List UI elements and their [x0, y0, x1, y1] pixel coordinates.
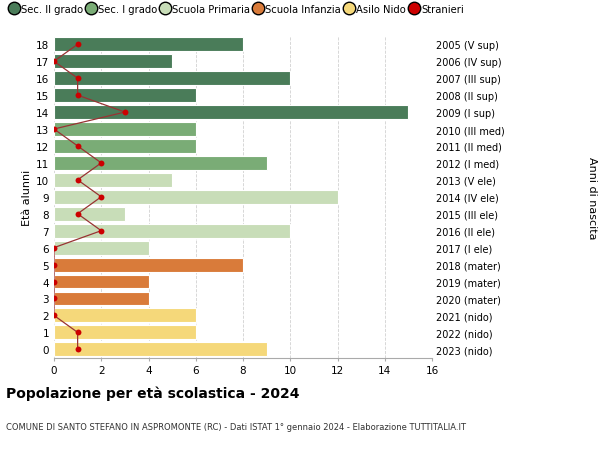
Bar	[54, 275, 149, 289]
Bar	[54, 157, 266, 170]
Point	[49, 58, 59, 66]
Point	[49, 295, 59, 302]
Bar	[54, 309, 196, 323]
Bar	[54, 342, 266, 357]
Bar	[54, 224, 290, 238]
Point	[97, 194, 106, 201]
Point	[49, 278, 59, 285]
Text: Popolazione per età scolastica - 2024: Popolazione per età scolastica - 2024	[6, 386, 299, 400]
Point	[73, 211, 82, 218]
Point	[120, 109, 130, 117]
Point	[73, 329, 82, 336]
Bar	[54, 190, 337, 204]
Point	[73, 177, 82, 184]
Bar	[54, 55, 172, 69]
Bar	[54, 258, 243, 272]
Point	[73, 143, 82, 150]
Point	[97, 228, 106, 235]
Bar	[54, 207, 125, 221]
Text: COMUNE DI SANTO STEFANO IN ASPROMONTE (RC) - Dati ISTAT 1° gennaio 2024 - Elabor: COMUNE DI SANTO STEFANO IN ASPROMONTE (R…	[6, 422, 466, 431]
Bar	[54, 123, 196, 137]
Bar	[54, 326, 196, 340]
Bar	[54, 174, 172, 187]
Legend: Sec. II grado, Sec. I grado, Scuola Primaria, Scuola Infanzia, Asilo Nido, Stran: Sec. II grado, Sec. I grado, Scuola Prim…	[11, 5, 464, 15]
Point	[49, 126, 59, 134]
Point	[49, 245, 59, 252]
Point	[97, 160, 106, 167]
Bar	[54, 241, 149, 255]
Bar	[54, 140, 196, 154]
Text: Anni di nascita: Anni di nascita	[587, 156, 597, 239]
Bar	[54, 72, 290, 86]
Bar	[54, 292, 149, 306]
Point	[49, 261, 59, 269]
Bar	[54, 89, 196, 103]
Point	[73, 41, 82, 49]
Y-axis label: Età alunni: Età alunni	[22, 169, 32, 225]
Bar	[54, 38, 243, 52]
Point	[49, 312, 59, 319]
Bar	[54, 106, 409, 120]
Point	[73, 75, 82, 83]
Point	[73, 92, 82, 100]
Point	[73, 346, 82, 353]
